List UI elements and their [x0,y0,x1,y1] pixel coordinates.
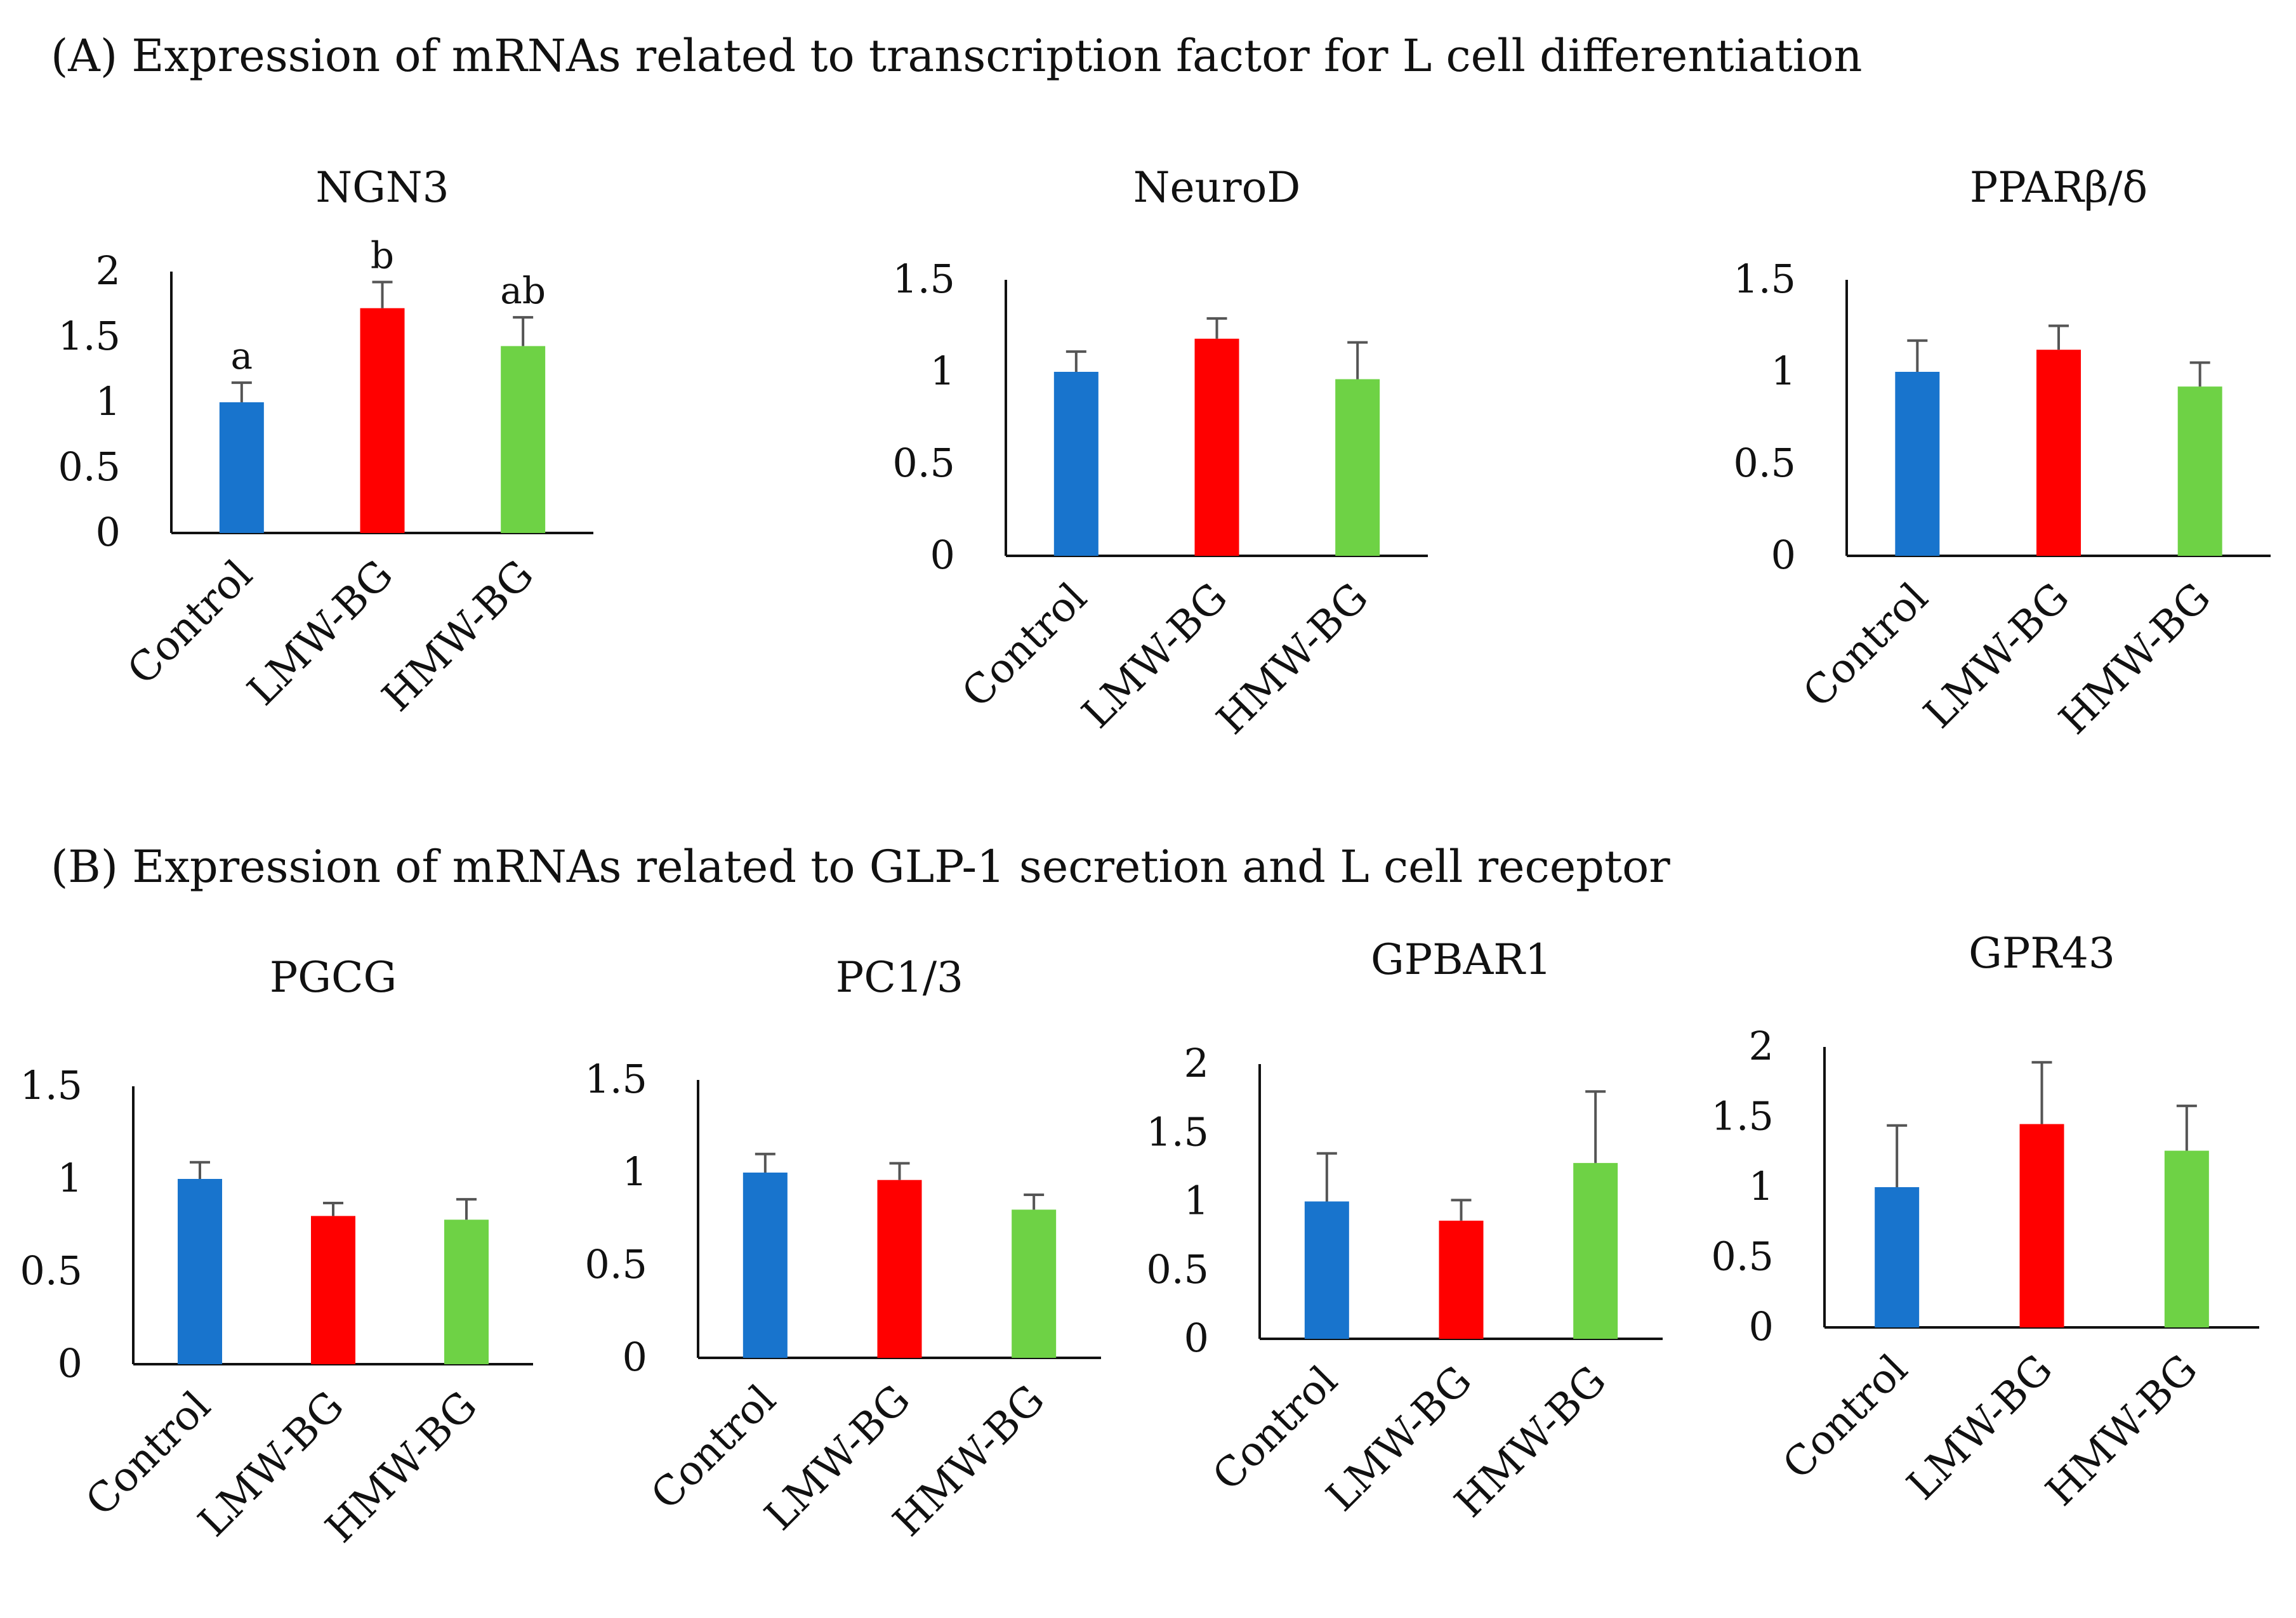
bar-control [178,1179,222,1364]
category-label: Control [642,1376,785,1519]
bar-hmw-bg [501,346,546,533]
significance-label: b [371,233,394,277]
bar-hmw-bg [1573,1162,1618,1339]
bar-lmw-bg [2036,350,2081,556]
chart-title: GPR43 [1969,929,2115,978]
y-tick-label: 1.5 [892,256,955,302]
y-tick-label: 1.5 [1711,1093,1774,1140]
chart-title: PC1/3 [836,953,963,1002]
y-tick-label: 0.5 [1733,440,1796,486]
category-label: LMW-BG [1898,1346,2061,1509]
y-tick-label: 2 [1749,1023,1774,1069]
significance-label: ab [500,269,546,312]
y-tick-label: 1.5 [1733,256,1796,302]
y-tick-label: 0 [58,1340,82,1386]
category-label: Control [1795,574,1937,717]
bar-lmw-bg [1194,338,1239,556]
bar-control [1875,1187,1920,1327]
y-tick-label: 0.5 [1711,1233,1774,1280]
section-b-title: (B) Expression of mRNAs related to GLP-1… [51,841,1670,893]
category-label: HMW-BG [2050,574,2220,744]
bar-hmw-bg [2164,1150,2209,1327]
y-tick-label: 1 [1749,1163,1774,1209]
y-tick-label: 0.5 [1146,1246,1209,1292]
y-tick-label: 1 [930,348,955,394]
category-label: Control [119,551,261,694]
bar-control [1053,372,1099,556]
y-tick-label: 1 [96,378,121,424]
bar-lmw-bg [311,1216,355,1364]
y-tick-label: 0 [623,1334,647,1380]
chart-title: GPBAR1 [1371,935,1552,984]
y-tick-label: 1 [1184,1178,1209,1224]
category-label: Control [1204,1357,1347,1500]
y-tick-label: 0 [930,532,955,578]
y-tick-label: 0.5 [584,1241,647,1287]
y-tick-label: 1.5 [584,1056,647,1102]
y-tick-label: 0 [1184,1315,1209,1361]
bar-control [219,402,264,533]
bar-control [742,1173,788,1358]
y-tick-label: 1.5 [1146,1108,1209,1155]
category-label: HMW-BG [1208,574,1378,744]
chart-title: NGN3 [315,163,449,212]
y-tick-label: 0 [1749,1303,1774,1350]
y-tick-label: 1 [58,1155,82,1201]
bar-lmw-bg [1439,1220,1484,1339]
y-tick-label: 0.5 [892,440,955,486]
bar-lmw-bg [2019,1124,2064,1327]
y-tick-label: 1.5 [20,1062,82,1108]
y-tick-label: 0 [96,509,121,555]
y-tick-label: 1.5 [58,313,121,359]
y-tick-label: 2 [1184,1040,1209,1086]
chart-title: PPARβ/δ [1970,163,2148,212]
bar-control [1304,1201,1349,1339]
chart-title: NeuroD [1133,163,1301,212]
y-tick-label: 0 [1771,532,1796,578]
category-label: Control [953,574,1096,717]
bar-hmw-bg [1012,1209,1057,1358]
chart-title: PGCG [270,953,397,1002]
bar-hmw-bg [444,1220,489,1364]
bar-lmw-bg [877,1180,922,1358]
y-tick-label: 1 [1771,348,1796,394]
category-label: Control [1774,1346,1917,1489]
y-tick-label: 2 [96,247,121,294]
bar-control [1895,372,1940,556]
y-tick-label: 0.5 [20,1247,82,1294]
bar-hmw-bg [2177,386,2222,556]
bar-lmw-bg [360,308,405,533]
y-tick-label: 0.5 [58,444,121,490]
y-tick-label: 1 [623,1148,647,1195]
section-a-title: (A) Expression of mRNAs related to trans… [51,30,1862,82]
bar-hmw-bg [1335,379,1380,556]
category-label: HMW-BG [374,551,543,721]
category-label: HMW-BG [2037,1346,2207,1515]
significance-label: a [231,334,253,378]
